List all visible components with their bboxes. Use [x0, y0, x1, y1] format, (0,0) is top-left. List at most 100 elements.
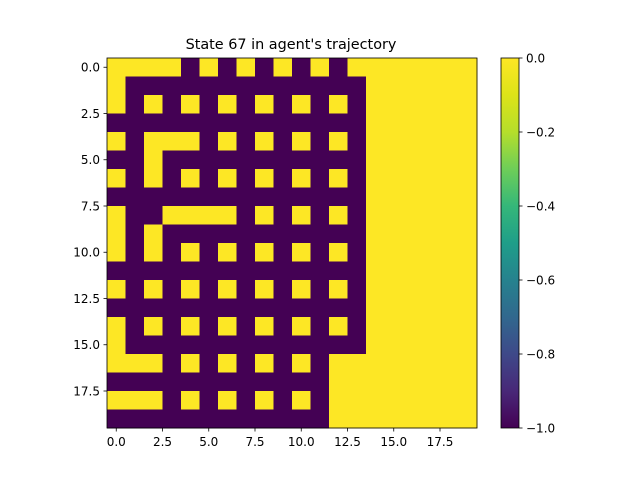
heatmap-cell — [329, 372, 348, 392]
heatmap-cell — [181, 409, 200, 429]
heatmap-cell — [236, 372, 256, 392]
heatmap-cell — [458, 335, 478, 355]
heatmap-cell — [458, 261, 478, 281]
heatmap-cell — [162, 243, 182, 262]
heatmap-cell — [329, 132, 348, 151]
heatmap-cell — [273, 224, 293, 244]
heatmap-cell — [218, 113, 237, 133]
heatmap-cell — [218, 169, 237, 188]
heatmap-cell — [384, 280, 404, 299]
colorbar-tick-label: −0.4 — [526, 199, 555, 213]
heatmap-cell — [236, 280, 256, 299]
heatmap-cell — [181, 372, 200, 392]
heatmap-cell — [366, 354, 385, 373]
heatmap-cell — [329, 298, 348, 318]
heatmap-cell — [347, 261, 367, 281]
heatmap-cell — [440, 243, 459, 262]
heatmap-cell — [218, 95, 237, 114]
heatmap-cell — [199, 150, 219, 170]
heatmap-cell — [310, 391, 330, 410]
heatmap-cell — [403, 169, 422, 188]
heatmap-cell — [125, 187, 145, 207]
heatmap-cell — [421, 354, 441, 373]
heatmap-cell — [125, 132, 145, 151]
heatmap-cell — [125, 113, 145, 133]
heatmap-cell — [181, 169, 200, 188]
heatmap-cell — [310, 132, 330, 151]
heatmap-cell — [403, 113, 422, 133]
heatmap-cell — [162, 335, 182, 355]
heatmap-cell — [255, 298, 274, 318]
heatmap-cell — [347, 372, 367, 392]
heatmap-cell — [310, 76, 330, 96]
heatmap-cell — [384, 354, 404, 373]
heatmap-cell — [162, 132, 182, 151]
heatmap-cell — [162, 298, 182, 318]
heatmap-cell — [440, 224, 459, 244]
heatmap-cell — [107, 113, 126, 133]
heatmap-cell — [403, 150, 422, 170]
heatmap-cell — [199, 391, 219, 410]
heatmap-cell — [162, 95, 182, 114]
heatmap-cell — [458, 150, 478, 170]
heatmap-cell — [107, 150, 126, 170]
heatmap-cell — [144, 298, 163, 318]
heatmap-cell — [458, 113, 478, 133]
heatmap-cell — [421, 243, 441, 262]
plot-frame — [106, 57, 478, 429]
heatmap-cell — [199, 76, 219, 96]
heatmap-cell — [440, 280, 459, 299]
heatmap-cell — [181, 113, 200, 133]
heatmap-cell — [199, 280, 219, 299]
heatmap-cell — [144, 354, 163, 373]
heatmap-cell — [181, 187, 200, 207]
heatmap-cell — [144, 132, 163, 151]
heatmap-cell — [310, 113, 330, 133]
heatmap-cell — [162, 206, 182, 225]
heatmap-cell — [458, 58, 478, 77]
heatmap-cell — [199, 58, 219, 77]
heatmap-cell — [199, 224, 219, 244]
heatmap-cell — [384, 132, 404, 151]
heatmap-cell — [144, 76, 163, 96]
heatmap-cell — [329, 243, 348, 262]
heatmap-cell — [347, 354, 367, 373]
heatmap-cell — [218, 76, 237, 96]
heatmap-cell — [347, 187, 367, 207]
heatmap-cell — [273, 298, 293, 318]
y-tick-label: 7.5 — [81, 199, 100, 213]
heatmap-cell — [421, 76, 441, 96]
heatmap-cell — [347, 113, 367, 133]
heatmap-cell — [310, 335, 330, 355]
heatmap-cell — [384, 409, 404, 429]
heatmap-cell — [144, 187, 163, 207]
heatmap-cell — [310, 261, 330, 281]
heatmap-cell — [403, 354, 422, 373]
heatmap-cell — [255, 169, 274, 188]
heatmap-cell — [125, 169, 145, 188]
heatmap-cell — [292, 335, 311, 355]
heatmap-cell — [181, 317, 200, 336]
x-tick-label: 7.5 — [245, 435, 264, 449]
heatmap-cell — [144, 150, 163, 170]
heatmap-cell — [218, 224, 237, 244]
heatmap-cell — [107, 261, 126, 281]
heatmap-cell — [273, 169, 293, 188]
heatmap-cell — [366, 58, 385, 77]
heatmap-cell — [403, 317, 422, 336]
heatmap-cell — [273, 261, 293, 281]
heatmap-cell — [162, 409, 182, 429]
heatmap-cell — [458, 409, 478, 429]
heatmap-cell — [292, 409, 311, 429]
heatmap-cell — [255, 391, 274, 410]
heatmap-cell — [347, 224, 367, 244]
heatmap-cell — [347, 243, 367, 262]
heatmap-cell — [273, 409, 293, 429]
heatmap-cell — [236, 169, 256, 188]
heatmap-cell — [403, 224, 422, 244]
heatmap-cell — [144, 243, 163, 262]
heatmap-cell — [366, 298, 385, 318]
heatmap-cell — [162, 372, 182, 392]
heatmap-cell — [292, 187, 311, 207]
heatmap-cell — [162, 58, 182, 77]
